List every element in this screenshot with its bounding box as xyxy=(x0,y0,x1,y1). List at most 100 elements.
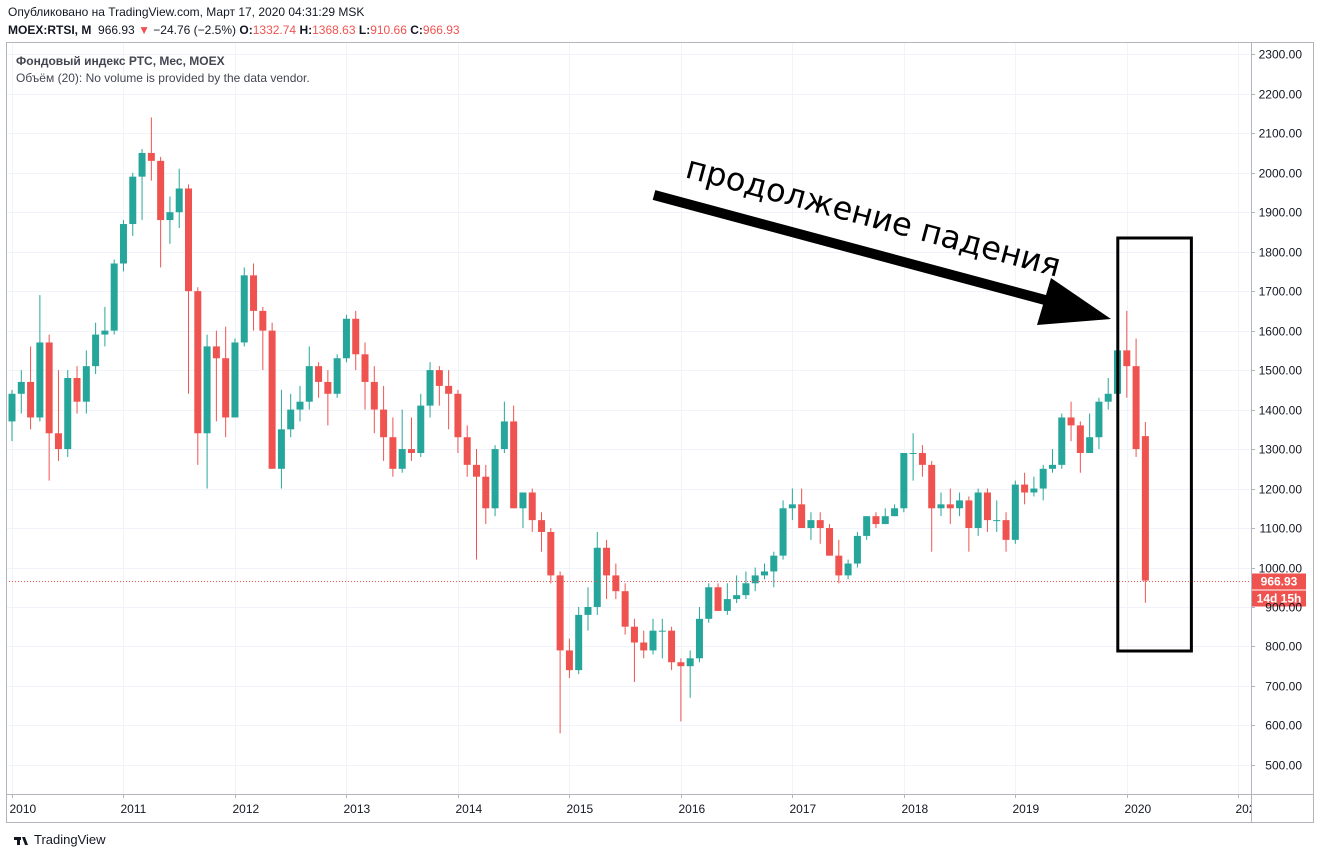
candle-body xyxy=(212,346,220,359)
x-tick-label: 2018 xyxy=(902,802,929,816)
candle xyxy=(733,575,741,604)
candle xyxy=(538,512,546,552)
arrow-shaft xyxy=(652,190,1062,309)
candle xyxy=(175,168,183,228)
candle-body xyxy=(463,437,471,465)
candle-body xyxy=(92,334,100,367)
candle xyxy=(8,389,16,442)
candle-body xyxy=(17,381,25,394)
candle-body xyxy=(315,366,323,382)
candle-body xyxy=(519,492,527,509)
candle xyxy=(268,322,276,469)
candle-body xyxy=(1141,436,1149,581)
candle xyxy=(844,559,852,580)
candle xyxy=(1048,449,1056,473)
y-tick-label: 500.00 xyxy=(1265,759,1302,773)
candle xyxy=(212,330,220,422)
candle xyxy=(891,504,899,517)
candle xyxy=(1011,480,1019,544)
candle-body xyxy=(1048,464,1056,469)
candle-body xyxy=(528,492,536,521)
candle xyxy=(816,512,824,544)
candle-body xyxy=(668,630,676,663)
volume-legend[interactable]: Объём (20): No volume is provided by the… xyxy=(16,71,310,85)
candle xyxy=(584,587,592,631)
y-tick-label: 1900.00 xyxy=(1259,206,1303,220)
candle-body xyxy=(500,421,508,450)
candle-body xyxy=(287,409,295,430)
candle-body xyxy=(993,520,1001,522)
y-tick-label: 2300.00 xyxy=(1259,48,1303,62)
candle-body xyxy=(695,618,703,659)
low-value: 910.66 xyxy=(370,23,407,37)
candle-body xyxy=(1104,393,1112,402)
y-tick-label: 800.00 xyxy=(1265,640,1302,654)
candle-body xyxy=(603,547,611,576)
candle xyxy=(324,370,332,426)
candle-body xyxy=(575,614,583,671)
candle-body xyxy=(175,188,183,213)
candle-body xyxy=(389,437,397,469)
candle xyxy=(695,606,703,663)
candle xyxy=(658,618,666,659)
candle xyxy=(686,650,694,698)
candle xyxy=(528,488,536,532)
candle xyxy=(705,583,713,623)
candle xyxy=(1039,464,1047,501)
candle-body xyxy=(965,500,973,529)
price-badge-bg xyxy=(1252,573,1306,590)
x-tick-label: 2020 xyxy=(1125,802,1152,816)
candle xyxy=(1104,377,1112,410)
candle-body xyxy=(36,342,44,418)
candle-body xyxy=(240,275,248,343)
candle-body xyxy=(826,528,834,556)
candle-body xyxy=(454,393,462,438)
candle xyxy=(101,306,109,347)
candle xyxy=(881,508,889,525)
footer-brand[interactable]: TradingView xyxy=(14,832,106,847)
candle xyxy=(305,346,313,410)
candle-body xyxy=(1058,417,1066,465)
candle xyxy=(630,618,638,682)
candle-body xyxy=(8,393,16,422)
candle-body xyxy=(565,650,573,671)
candle-body xyxy=(73,377,81,402)
candle xyxy=(677,658,685,722)
candle-body xyxy=(147,152,155,161)
candle-body xyxy=(1123,350,1131,367)
candle-body xyxy=(407,449,415,454)
candle xyxy=(575,606,583,675)
x-tick-label: 2011 xyxy=(121,802,147,816)
candle-body xyxy=(380,409,388,438)
candle-body xyxy=(324,381,332,394)
x-tick-label: 2012 xyxy=(233,802,260,816)
axis-corner xyxy=(1252,795,1313,821)
candle xyxy=(826,524,834,556)
high-value: 1368.63 xyxy=(312,23,356,37)
candle xyxy=(222,326,230,438)
candle-body xyxy=(445,385,453,394)
tradingview-logo-icon xyxy=(14,836,28,845)
candle xyxy=(983,488,991,532)
candle-body xyxy=(593,547,601,607)
candle-body xyxy=(612,575,620,592)
countdown-badge-text: 14d 15h xyxy=(1257,592,1302,606)
candle-body xyxy=(547,531,555,576)
candle-body xyxy=(621,591,629,627)
candle-body xyxy=(584,606,592,615)
candle xyxy=(352,310,360,371)
candle xyxy=(110,259,118,335)
candle xyxy=(965,496,973,552)
candle-body xyxy=(751,575,759,584)
candle xyxy=(417,393,425,457)
candle-body xyxy=(342,318,350,359)
candle xyxy=(1123,310,1131,398)
series-legend[interactable]: Фондовый индекс РТС, Мес, MOEX xyxy=(16,54,225,68)
candle-body xyxy=(352,318,360,355)
candle xyxy=(92,322,100,375)
x-tick-label: 2017 xyxy=(790,802,817,816)
candle xyxy=(454,389,462,454)
symbol-label: MOEX:RTSI, M xyxy=(8,23,92,37)
candle xyxy=(956,492,964,517)
